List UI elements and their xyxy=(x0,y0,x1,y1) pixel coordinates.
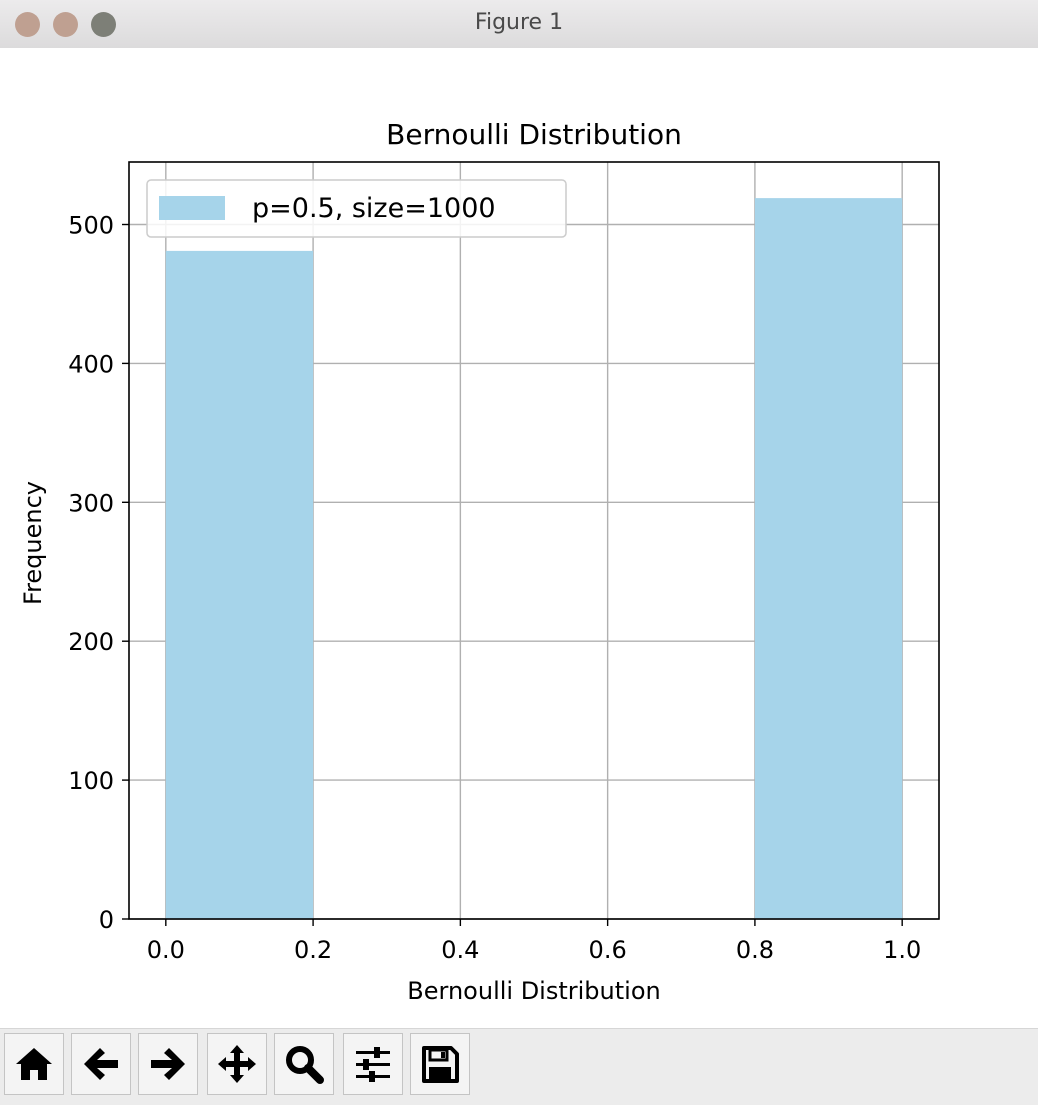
configure-subplots-button[interactable] xyxy=(343,1033,403,1095)
histogram-bar xyxy=(754,198,903,919)
arrow-left-icon xyxy=(84,1048,118,1080)
figure-canvas: Bernoulli Distribution 0.0 0.2 0.4 0.6 0.8 1.… xyxy=(0,48,1038,1028)
window-title: Figure 1 xyxy=(474,10,564,35)
x-tick-label: 0.6 xyxy=(589,936,627,964)
navigation-toolbar xyxy=(0,1028,1038,1105)
x-tick-label: 1.0 xyxy=(883,936,921,964)
save-button[interactable] xyxy=(410,1033,470,1095)
arrow-right-icon xyxy=(151,1048,185,1080)
magnifier-icon xyxy=(286,1046,324,1084)
y-axis-label: Frequency xyxy=(19,481,47,605)
x-axis-label: Bernoulli Distribution xyxy=(407,977,660,1005)
sliders-icon xyxy=(356,1047,390,1082)
maximize-window-button[interactable] xyxy=(91,12,116,37)
legend: p=0.5, size=1000 xyxy=(146,179,567,238)
y-tick-label: 500 xyxy=(68,212,114,240)
home-button[interactable] xyxy=(4,1033,64,1095)
legend-box xyxy=(146,179,567,238)
back-button[interactable] xyxy=(71,1033,131,1095)
minimize-window-button[interactable] xyxy=(53,12,78,37)
y-tick-label: 200 xyxy=(68,628,114,656)
x-tick-label: 0.8 xyxy=(736,936,774,964)
pan-button[interactable] xyxy=(207,1033,267,1095)
window-titlebar: Figure 1 xyxy=(0,0,1038,49)
histogram-bar xyxy=(165,250,314,920)
chart-title: Bernoulli Distribution xyxy=(386,118,682,151)
x-tick-label: 0.2 xyxy=(294,936,332,964)
x-tick-label: 0.0 xyxy=(147,936,185,964)
y-tick-label: 400 xyxy=(68,350,114,378)
move-icon xyxy=(218,1045,256,1083)
close-window-button[interactable] xyxy=(15,12,40,37)
legend-swatch xyxy=(159,196,225,220)
y-tick-label: 0 xyxy=(99,906,114,934)
y-tick-label: 300 xyxy=(68,489,114,517)
zoom-button[interactable] xyxy=(274,1033,334,1095)
bar-chart: Bernoulli Distribution 0.0 0.2 0.4 0.6 0.8 1.… xyxy=(19,118,940,1005)
axes-frame xyxy=(128,161,940,920)
ticks: 0.0 0.2 0.4 0.6 0.8 1.0 0 100 200 300 400 500 xyxy=(68,212,921,964)
x-tick-label: 0.4 xyxy=(441,936,479,964)
home-icon xyxy=(16,1048,52,1080)
floppy-disk-icon xyxy=(422,1046,459,1083)
y-tick-label: 100 xyxy=(68,767,114,795)
bars xyxy=(165,198,903,920)
legend-label: p=0.5, size=1000 xyxy=(252,193,496,224)
forward-button[interactable] xyxy=(138,1033,198,1095)
